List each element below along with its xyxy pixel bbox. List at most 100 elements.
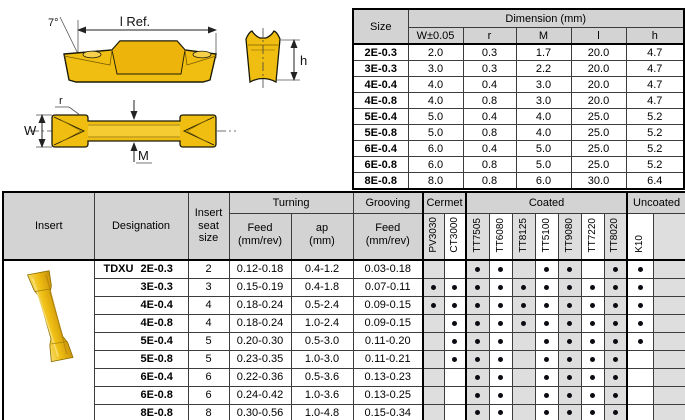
grade-cell-tt7220 [580, 385, 605, 405]
availability-dot [431, 302, 437, 308]
dimension-row: 4E-0.4 4.0 0.4 3.0 20.0 4.7 [352, 76, 685, 93]
availability-dot [498, 410, 504, 416]
ap-cell: 1.0-3.6 [290, 385, 354, 405]
designation-size: 6E-0.8 [140, 389, 173, 401]
grade-cell-k10 [626, 313, 654, 333]
grade-cell-k10 [626, 259, 654, 279]
grade-cell-tt8125 [511, 313, 536, 333]
grade-cell-ct3000 [443, 277, 467, 297]
turning-feed-cell: 0.20-0.30 [228, 331, 292, 351]
grade-header-tt8125: TT8125 [511, 213, 536, 261]
dim-value-cell: 25.0 [570, 140, 627, 157]
turning-feed-cell: 0.23-0.35 [228, 349, 292, 369]
availability-dot [637, 320, 643, 326]
grade-label: TT7505 [471, 217, 483, 253]
grade-cell-pv3030 [422, 259, 445, 279]
grade-cell-tt5100 [534, 403, 559, 420]
grade-cell-tt8020 [603, 277, 628, 297]
insert-row: 3E-0.3 3 0.15-0.19 0.4-1.8 0.07-0.11 [3, 277, 685, 297]
grade-cell-pv3030 [422, 331, 445, 351]
availability-dot [498, 338, 504, 344]
dim-value-cell: 0.3 [462, 60, 517, 77]
availability-dot [452, 284, 458, 290]
ap-cell: 0.4-1.2 [290, 259, 354, 279]
grade-label: TT6080 [494, 217, 506, 253]
grade-cell-tt5100 [534, 367, 559, 387]
grade-label-row: Feed (mm/rev) ap (mm) Feed (mm/rev) PV30… [3, 213, 685, 261]
designation-size: 8E-0.8 [140, 406, 173, 419]
seat-size-header: Insert seat size [187, 191, 230, 261]
seat-size-cell: 6 [187, 385, 230, 405]
grade-cell-empty [652, 277, 685, 297]
grade-cell-tt7505 [465, 259, 490, 279]
grade-cell-pv3030 [422, 403, 445, 420]
availability-dot [612, 338, 618, 344]
designation-prefix: TDXU [103, 263, 134, 276]
availability-dot [590, 302, 596, 308]
availability-dot [544, 356, 550, 362]
insert-photo-cell [2, 259, 95, 420]
grade-cell-tt5100 [534, 331, 559, 351]
designation-cell: 5E-0.8 [93, 349, 189, 369]
grade-cell-pv3030 [422, 277, 445, 297]
dim-value-cell: 20.0 [570, 76, 627, 93]
seat-size-cell: 5 [187, 331, 230, 351]
seat-size-cell: 4 [187, 295, 230, 315]
grade-cell-tt5100 [534, 385, 559, 405]
grade-cell-tt8125 [511, 295, 536, 315]
availability-dot [475, 374, 481, 380]
grade-cell-tt8020 [603, 295, 628, 315]
grade-cell-empty [652, 331, 685, 351]
grade-label: K10 [634, 234, 646, 253]
grade-cell-ct3000 [443, 403, 467, 420]
dim-value-cell: 0.8 [462, 92, 517, 109]
dim-value-cell: 0.4 [462, 108, 517, 125]
grade-cell-k10 [626, 385, 654, 405]
availability-dot [475, 392, 481, 398]
grooving-feed-cell: 0.07-0.11 [352, 277, 424, 297]
ap-cell: 1.0-4.8 [290, 403, 354, 420]
dim-value-cell: 25.0 [570, 108, 627, 125]
availability-dot [612, 266, 618, 272]
grade-cell-tt6080 [488, 367, 513, 387]
grooving-feed-header: Feed (mm/rev) [352, 213, 424, 261]
insert-selection-table: Insert Designation Insert seat size Turn… [2, 191, 685, 420]
turning-feed-cell: 0.18-0.24 [228, 313, 292, 333]
grade-cell-tt8125 [511, 403, 536, 420]
grade-cell-tt7220 [580, 277, 605, 297]
grade-header-tt7220: TT7220 [580, 213, 605, 261]
insert-row: TDXU 2E-0.3 2 0.12-0.18 0.4-1.2 0.03-0.18 [2, 259, 685, 420]
dimension-row: 2E-0.3 2.0 0.3 1.7 20.0 4.7 [352, 43, 685, 61]
dim-value-cell: 3.0 [407, 60, 464, 77]
availability-dot [567, 356, 573, 362]
col-l: l [570, 27, 627, 45]
dim-value-cell: 3.0 [515, 92, 572, 109]
insert-photo [26, 270, 74, 363]
availability-dot [567, 338, 573, 344]
dimension-row: 6E-0.4 6.0 0.4 5.0 25.0 5.2 [352, 140, 685, 157]
availability-dot [475, 284, 481, 290]
grade-cell-tt8020 [603, 349, 628, 369]
grooving-feed-cell: 0.09-0.15 [352, 295, 424, 315]
grade-cell-empty [652, 385, 685, 405]
side-view-hump [111, 40, 186, 75]
dimension-row: 4E-0.8 4.0 0.8 3.0 20.0 4.7 [352, 92, 685, 109]
dimension-table-body: 2E-0.3 2.0 0.3 1.7 20.0 4.7 3E-0.3 3.0 0.3 2.2 20.… [352, 43, 685, 190]
size-cell: 3E-0.3 [352, 60, 409, 77]
insert-header: Insert [2, 191, 95, 261]
angle-leader-line [59, 16, 81, 59]
dimension-row: 3E-0.3 3.0 0.3 2.2 20.0 4.7 [352, 60, 685, 77]
grade-cell-empty [652, 367, 685, 387]
label-angle: 7° [48, 17, 59, 29]
availability-dot [498, 392, 504, 398]
grade-label: TT5100 [540, 217, 552, 253]
col-r: r [462, 27, 517, 45]
size-cell: 2E-0.3 [352, 43, 409, 61]
grade-header-tt6080: TT6080 [488, 213, 513, 261]
grade-cell-tt8125 [511, 367, 536, 387]
grade-cell-tt7220 [580, 259, 605, 279]
grade-cell-tt5100 [534, 259, 559, 279]
grade-label: TT9080 [563, 217, 575, 253]
grade-cell-pv3030 [422, 313, 445, 333]
availability-dot [612, 392, 618, 398]
